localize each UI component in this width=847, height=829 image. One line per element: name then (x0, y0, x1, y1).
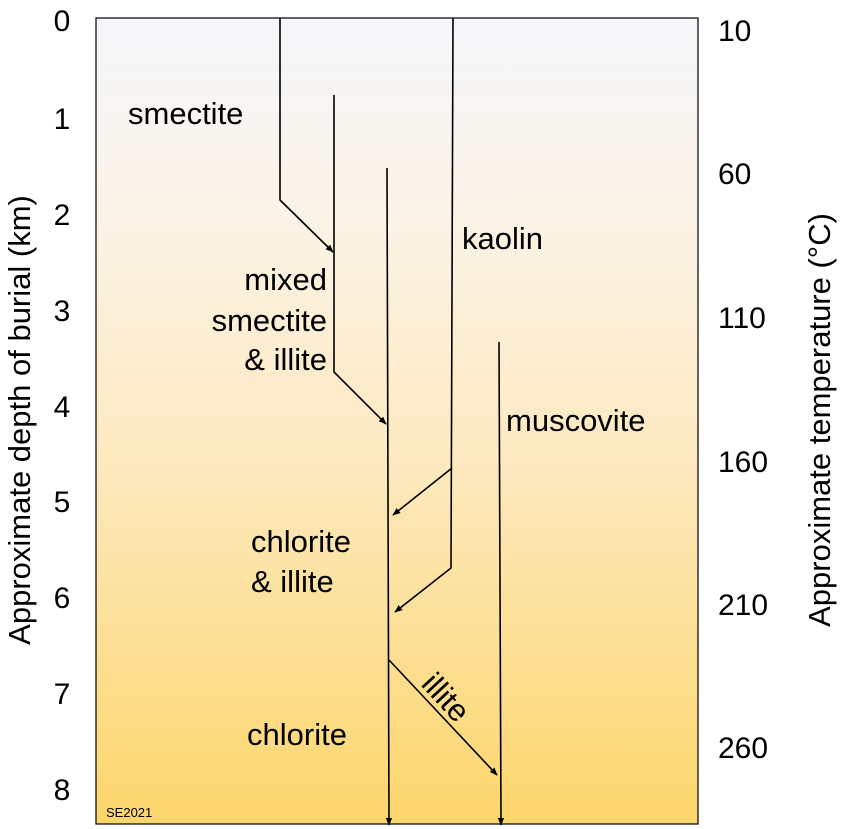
left-axis-title: Approximate depth of burial (km) (2, 195, 37, 645)
muscovite-label: muscovite (506, 403, 646, 438)
transformation-paths (279, 17, 505, 826)
temperature-tick: 10 (718, 15, 751, 48)
chlorite-illite-label-line2: & illite (251, 564, 334, 599)
mixed-layer-path (333, 95, 387, 425)
depth-tick: 4 (54, 391, 71, 424)
right-axis-title: Approximate temperature (°C) (802, 213, 837, 627)
temperature-tick: 60 (718, 158, 751, 191)
depth-tick: 7 (54, 678, 71, 711)
kaolin-path (394, 17, 454, 613)
depth-tick: 1 (54, 103, 71, 136)
temperature-tick: 160 (718, 446, 768, 479)
depth-tick: 5 (54, 486, 71, 519)
depth-tick: 2 (54, 199, 71, 232)
temperature-tick: 260 (718, 732, 768, 765)
chlorite-label: chlorite (247, 717, 347, 752)
depth-tick: 3 (54, 295, 71, 328)
chlorite-illite-label-line1: chlorite (251, 524, 351, 559)
temperature-tick: 110 (718, 302, 766, 335)
kaolin-label: kaolin (462, 221, 543, 256)
smectite-label: smectite (128, 96, 243, 131)
mixed-label-line2: smectite (212, 303, 327, 338)
main-trunk-path (385, 167, 393, 826)
mineral-labels: smectite kaolin mixed smectite & illite … (128, 96, 646, 752)
muscovite-path (497, 341, 505, 826)
temperature-tick-labels: 10 60 110 160 210 260 (718, 15, 768, 765)
smectite-path (279, 18, 334, 253)
kaolin-branch-path (392, 467, 453, 516)
mixed-label-line3: & illite (244, 342, 327, 377)
depth-tick: 6 (54, 582, 71, 615)
depth-tick: 0 (54, 5, 71, 38)
depth-tick-labels: 0 1 2 3 4 5 6 7 8 (54, 5, 71, 807)
credit-text: SE2021 (106, 805, 152, 820)
temperature-tick: 210 (718, 589, 768, 622)
mixed-label-line1: mixed (244, 262, 327, 297)
illite-path (388, 659, 498, 776)
plot-area (95, 17, 699, 825)
depth-tick: 8 (54, 774, 71, 807)
